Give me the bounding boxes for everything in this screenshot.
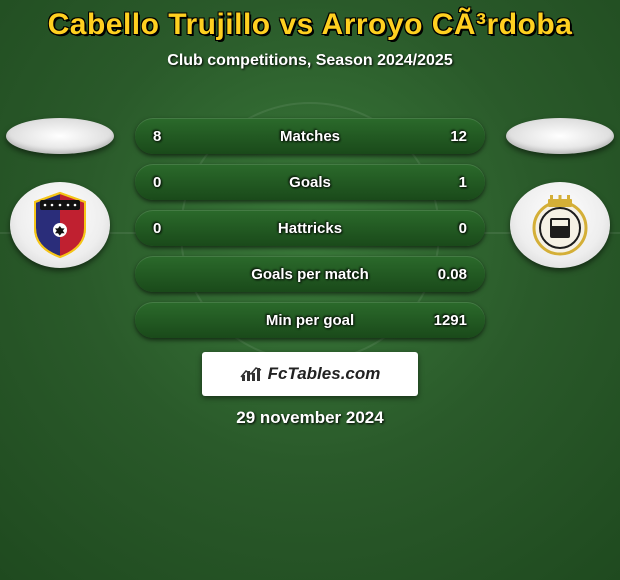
stat-label: Min per goal [135,312,485,329]
left-name-plate [6,118,114,154]
stat-label: Hattricks [135,220,485,237]
right-name-plate [506,118,614,154]
stat-label: Matches [135,128,485,145]
stat-label: Goals per match [135,266,485,283]
page-title: Cabello Trujillo vs Arroyo CÃ³rdoba [0,0,620,42]
burgos-crest-icon [525,190,595,260]
stat-left-value: 0 [153,220,161,237]
h2h-card: Cabello Trujillo vs Arroyo CÃ³rdoba Club… [0,0,620,580]
left-team-column [0,118,120,268]
stat-right-value: 0.08 [438,266,467,283]
brand-link[interactable]: FcTables.com [202,352,418,396]
stat-right-value: 0 [459,220,467,237]
right-team-crest[interactable] [510,182,610,268]
stat-left-value: 8 [153,128,161,145]
subtitle: Club competitions, Season 2024/2025 [0,52,620,70]
stat-row-gpm: Goals per match 0.08 [135,256,485,292]
stat-label: Goals [135,174,485,191]
stat-row-mpg: Min per goal 1291 [135,302,485,338]
stat-right-value: 1 [459,174,467,191]
stat-row-hattricks: 0 Hattricks 0 [135,210,485,246]
right-team-column [500,118,620,268]
stat-right-value: 1291 [434,312,467,329]
stat-row-goals: 0 Goals 1 [135,164,485,200]
left-team-crest[interactable] [10,182,110,268]
chart-icon [240,365,262,383]
brand-text: FcTables.com [268,364,381,384]
stat-right-value: 12 [450,128,467,145]
stats-list: 8 Matches 12 0 Goals 1 0 Hattricks 0 Goa… [135,118,485,338]
stat-left-value: 0 [153,174,161,191]
date-text: 29 november 2024 [0,408,620,428]
stat-row-matches: 8 Matches 12 [135,118,485,154]
levante-crest-icon [25,190,95,260]
